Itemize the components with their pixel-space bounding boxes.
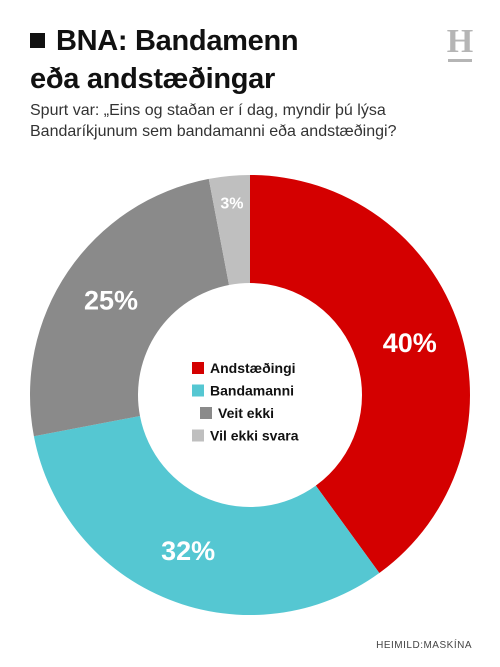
value-label-vil-ekki-svara: 3% — [220, 195, 243, 212]
title-line-1: BNA: Bandamenn — [56, 25, 299, 57]
slice-bandamanni — [33, 415, 380, 616]
legend-label-vil-ekki-svara: Vil ekki svara — [210, 428, 299, 444]
slice-vil-ekki-svara — [208, 175, 250, 285]
chart-subtitle: Spurt var: „Eins og staðan er í dag, myn… — [30, 100, 470, 142]
value-label-bandamanni: 32% — [161, 536, 215, 566]
legend-swatch-veit-ekki — [200, 407, 212, 419]
legend-label-andstaedingi: Andstæðingi — [210, 360, 296, 376]
title-square-icon — [30, 33, 45, 48]
chart-title: BNA: Bandamenn eða andstæðingar — [30, 22, 440, 98]
source-credit: HEIMILD:MASKÍNA — [376, 640, 472, 651]
legend-swatch-vil-ekki-svara — [192, 429, 204, 442]
legend-label-veit-ekki: Veit ekki — [218, 405, 274, 421]
value-label-veit-ekki: 25% — [84, 286, 138, 316]
publisher-logo-icon: H — [447, 23, 473, 62]
subtitle-line-2: Bandaríkjunum sem bandamanni eða andstæð… — [30, 123, 397, 140]
slice-andstaedingi — [250, 175, 471, 573]
legend-swatch-bandamanni — [192, 384, 204, 397]
value-label-andstaedingi: 40% — [383, 328, 437, 358]
legend-label-bandamanni: Bandamanni — [210, 383, 294, 399]
title-line-2: eða andstæðingar — [30, 63, 275, 95]
subtitle-line-1: Spurt var: „Eins og staðan er í dag, myn… — [30, 102, 386, 119]
logo-letter: H — [447, 23, 473, 60]
slice-veit-ekki — [30, 178, 230, 437]
legend-swatch-andstaedingi — [192, 362, 204, 374]
